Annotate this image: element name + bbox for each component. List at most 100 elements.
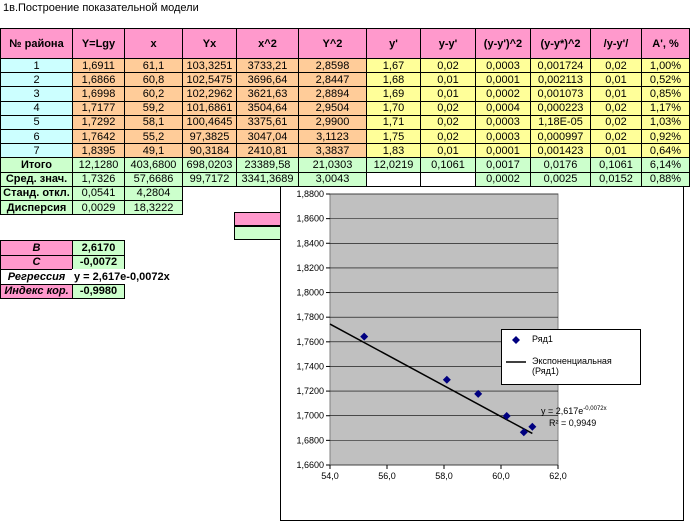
table-cell: 0,001073 — [530, 86, 591, 102]
param-value: y = 2,617e-0,0072x — [72, 269, 170, 285]
trendline — [329, 323, 533, 435]
table-cell: 0,85% — [641, 86, 690, 102]
table-cell: 0,02 — [420, 114, 476, 130]
table-cell: 1,70 — [366, 100, 421, 116]
param-value: 2,6170 — [72, 240, 125, 256]
table-cell: 403,6800 — [124, 157, 183, 173]
header-cell: № района — [0, 28, 73, 59]
table-cell: 1,6866 — [72, 72, 125, 88]
table-cell: 1,69 — [366, 86, 421, 102]
table-cell: 1,68 — [366, 72, 421, 88]
table-cell: 102,2962 — [182, 86, 237, 102]
table-cell: 0,0541 — [72, 185, 125, 201]
row-label: 5 — [0, 114, 73, 130]
table-cell: 3,1123 — [298, 129, 367, 145]
table-cell: 0,01 — [590, 143, 642, 159]
table-cell: 49,1 — [124, 143, 183, 159]
param-value: -0,9980 — [72, 283, 125, 299]
table-cell: 99,7172 — [182, 171, 237, 187]
table-cell: 102,5475 — [182, 72, 237, 88]
table-cell: 3341,3689 — [236, 171, 299, 187]
table-cell: 3696,64 — [236, 72, 299, 88]
table-cell: 0,88% — [641, 171, 690, 187]
table-cell: 1,8395 — [72, 143, 125, 159]
header-cell: (y-y*)^2 — [530, 28, 591, 59]
table-cell: 1,03% — [641, 114, 690, 130]
point — [519, 428, 528, 437]
table-cell: 2,8598 — [298, 58, 367, 74]
table-cell: 0,02 — [420, 58, 476, 74]
table-cell: 60,8 — [124, 72, 183, 88]
table-cell: 0,02 — [590, 114, 642, 130]
table-cell: 1,7292 — [72, 114, 125, 130]
table-cell: 0,002113 — [530, 72, 591, 88]
table-cell: 0,0001 — [475, 72, 531, 88]
table-cell: 0,01 — [420, 72, 476, 88]
header-cell: Yx — [182, 28, 237, 59]
y-tick-label: 1,8000 — [296, 288, 324, 298]
table-cell: 0,0029 — [72, 200, 125, 216]
table-cell: 0,0002 — [475, 171, 531, 187]
row-label: Дисперсия — [0, 200, 73, 216]
table-cell: 57,6686 — [124, 171, 183, 187]
table-cell: 0,01 — [420, 143, 476, 159]
row-label: 3 — [0, 86, 73, 102]
table-cell: 1,17% — [641, 100, 690, 116]
y-tick-label: 1,7800 — [296, 312, 324, 322]
table-cell: 0,0176 — [530, 157, 591, 173]
y-tick-label: 1,7000 — [296, 411, 324, 421]
legend-label: Ряд1 — [532, 334, 553, 344]
table-cell: 97,3825 — [182, 129, 237, 145]
table-cell: 0,001423 — [530, 143, 591, 159]
header-cell: x^2 — [236, 28, 299, 59]
table-cell — [366, 171, 421, 187]
table-cell: 0,0003 — [475, 114, 531, 130]
table-cell: 0,02 — [420, 129, 476, 145]
table-cell: 4,2804 — [124, 185, 183, 201]
point — [474, 389, 483, 398]
table-cell: 1,71 — [366, 114, 421, 130]
table-cell: 23389,58 — [236, 157, 299, 173]
y-tick-label: 1,7600 — [296, 337, 324, 347]
table-cell: 0,02 — [420, 100, 476, 116]
point — [360, 332, 369, 341]
table-cell: 61,1 — [124, 58, 183, 74]
y-tick-label: 1,6800 — [296, 435, 324, 445]
table-cell: 0,0025 — [530, 171, 591, 187]
header-cell: y' — [366, 28, 421, 59]
param-label: Регрессия — [0, 269, 73, 285]
table-cell: 1,00% — [641, 58, 690, 74]
table-cell: 0,1061 — [420, 157, 476, 173]
table-cell: 58,1 — [124, 114, 183, 130]
table-cell: 3,0043 — [298, 171, 367, 187]
table-cell: 1,7177 — [72, 100, 125, 116]
green-cell — [234, 226, 281, 240]
table-cell: 6,14% — [641, 157, 690, 173]
table-cell: 0,01 — [590, 86, 642, 102]
table-cell: 0,000997 — [530, 129, 591, 145]
legend-label: Экспоненциальная (Ряд1) — [532, 356, 612, 376]
y-tick-label: 1,7200 — [296, 386, 324, 396]
table-cell: 0,0004 — [475, 100, 531, 116]
table-cell: 0,1061 — [590, 157, 642, 173]
table-cell: 18,3222 — [124, 200, 183, 216]
row-label: 2 — [0, 72, 73, 88]
table-cell: 60,2 — [124, 86, 183, 102]
y-tick-label: 1,8800 — [296, 189, 324, 199]
table-cell: 1,7326 — [72, 171, 125, 187]
table-cell: 3375,61 — [236, 114, 299, 130]
table-cell: 2410,81 — [236, 143, 299, 159]
table-cell: 2,9504 — [298, 100, 367, 116]
point — [528, 422, 537, 431]
legend: Ряд1 Экспоненциальная (Ряд1) — [501, 329, 641, 385]
table-cell: 1,7642 — [72, 129, 125, 145]
table-cell: 2,8447 — [298, 72, 367, 88]
param-label: В — [0, 240, 73, 256]
y-tick-label: 1,8400 — [296, 238, 324, 248]
table-cell: 100,4645 — [182, 114, 237, 130]
table-cell: 0,0003 — [475, 129, 531, 145]
y-tick-label: 1,7400 — [296, 361, 324, 371]
table-cell: 0,001724 — [530, 58, 591, 74]
param-value: -0,0072 — [72, 254, 125, 270]
